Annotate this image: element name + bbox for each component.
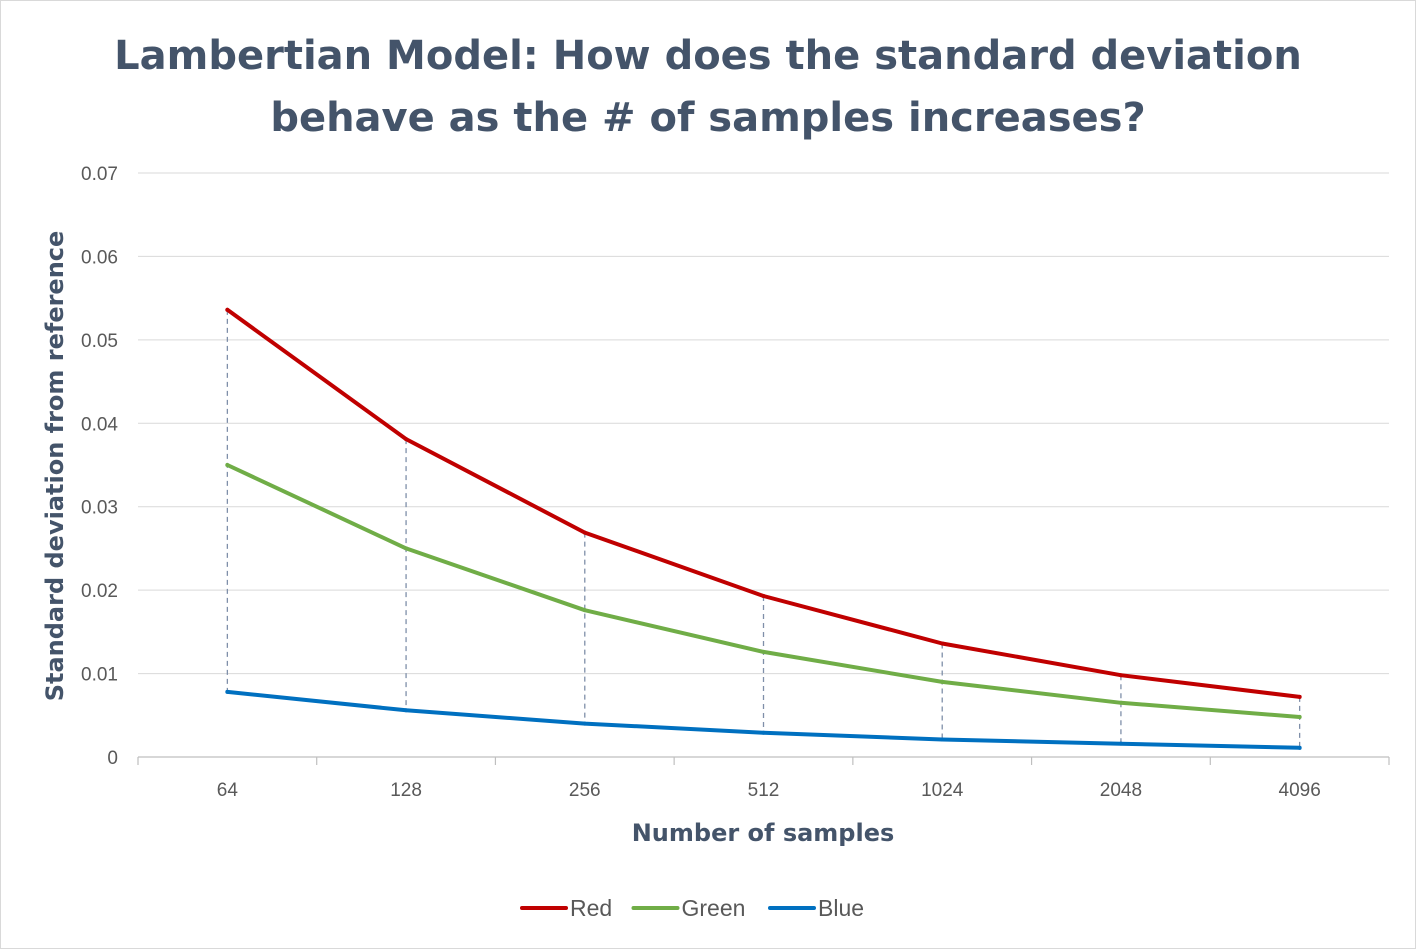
chart-title-line: Lambertian Model: How does the standard …: [114, 33, 1302, 79]
x-tick-label: 2048: [1100, 780, 1142, 801]
data-point-blue: [225, 689, 230, 694]
legend-item-blue: Blue: [768, 895, 864, 921]
y-tick-label: 0.05: [81, 331, 118, 352]
y-tick-label: 0.06: [81, 247, 118, 268]
x-tick-label: 512: [748, 780, 780, 801]
chart-title-line: behave as the # of samples increases?: [270, 95, 1145, 141]
legend-label-green: Green: [682, 895, 746, 921]
x-axis-tick-labels: 64 128 256 512 1024 2048 4096: [217, 780, 1321, 801]
x-tick-label: 64: [217, 780, 239, 801]
data-point-green: [404, 546, 409, 551]
x-tick-label: 128: [390, 780, 422, 801]
data-point-red: [761, 593, 766, 598]
legend-item-green: Green: [631, 895, 746, 921]
chart-title: Lambertian Model: How does the standard …: [114, 33, 1302, 141]
y-axis-title: Standard deviation from reference: [41, 231, 69, 702]
x-tick-label: 256: [569, 780, 601, 801]
data-point-red: [582, 530, 587, 535]
data-point-red: [1297, 694, 1302, 699]
data-point-blue: [404, 708, 409, 713]
legend-item-red: Red: [520, 895, 612, 921]
y-tick-label: 0.04: [81, 414, 118, 435]
x-axis: [137, 756, 1390, 765]
data-point-red: [225, 307, 230, 312]
series-line-red: [225, 307, 1302, 699]
gridlines: [138, 172, 1389, 675]
series-line-blue: [225, 689, 1302, 750]
y-tick-label: 0: [107, 748, 118, 769]
x-tick-label: 1024: [921, 780, 964, 801]
data-point-red: [1118, 673, 1123, 678]
data-point-green: [940, 679, 945, 684]
data-point-red: [940, 641, 945, 646]
data-point-green: [761, 649, 766, 654]
data-point-green: [582, 608, 587, 613]
data-point-blue: [940, 737, 945, 742]
legend-label-blue: Blue: [818, 895, 864, 921]
drop-lines: [226, 309, 1301, 748]
y-tick-label: 0.07: [81, 164, 118, 185]
y-tick-label: 0.02: [81, 581, 118, 602]
data-point-red: [404, 437, 409, 442]
data-point-blue: [761, 730, 766, 735]
series-lines: [225, 307, 1302, 750]
y-tick-label: 0.01: [81, 665, 118, 686]
y-tick-label: 0.03: [81, 498, 118, 519]
data-point-green: [225, 463, 230, 467]
x-tick-label: 4096: [1279, 780, 1321, 801]
data-point-green: [1118, 700, 1123, 705]
data-point-green: [1297, 714, 1302, 719]
data-point-blue: [1297, 745, 1302, 750]
legend-label-red: Red: [570, 895, 612, 921]
data-point-blue: [1118, 741, 1123, 746]
data-point-blue: [582, 721, 587, 726]
y-axis-tick-labels: 0 0.01 0.02 0.03 0.04 0.05 0.06 0.07: [81, 164, 118, 769]
x-axis-title: Number of samples: [632, 819, 895, 847]
legend: Red Green Blue: [520, 895, 864, 921]
